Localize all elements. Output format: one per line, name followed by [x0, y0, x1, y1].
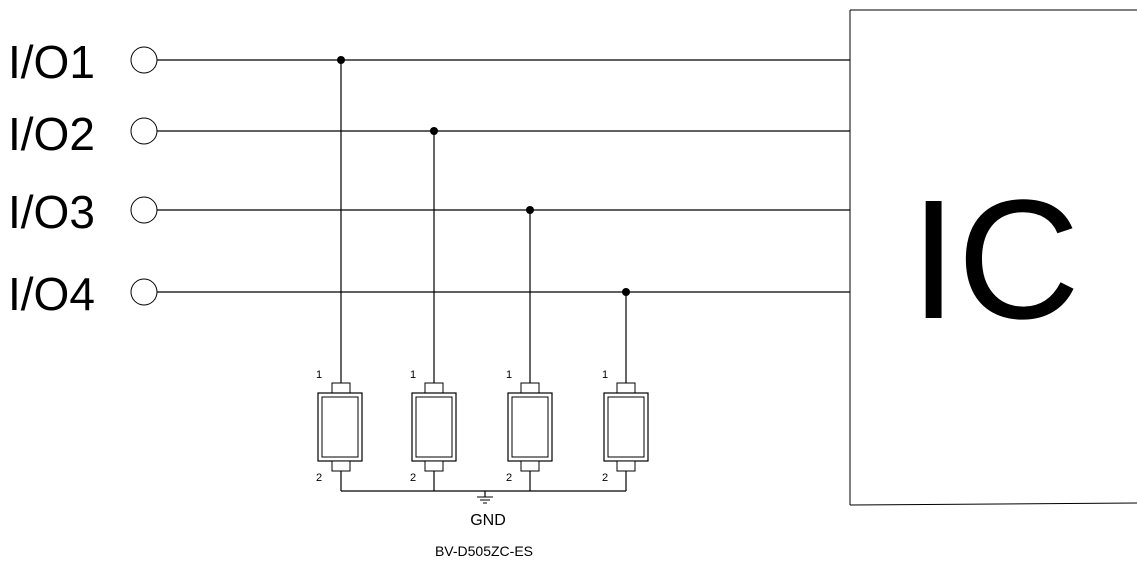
- pin-number-bottom: 2: [316, 472, 322, 484]
- io-terminal-1: [130, 46, 158, 74]
- pin-number-top: 1: [316, 369, 322, 381]
- io-line-4: I/O4: [8, 268, 850, 383]
- pin-number-top: 1: [410, 369, 416, 381]
- pin-number-bottom: 2: [506, 472, 512, 484]
- io-line-3: I/O3: [8, 186, 850, 383]
- diode-package-3: 1 2: [506, 369, 553, 491]
- ground-icon: [477, 496, 493, 504]
- gnd-label: GND: [470, 512, 506, 529]
- io-label-1: I/O1: [8, 36, 95, 88]
- diode-package-4: 1 2: [602, 369, 649, 491]
- diode-package-2: 1 2: [410, 369, 457, 491]
- ic-block: IC: [849, 9, 1137, 506]
- io-label-2: I/O2: [8, 108, 95, 160]
- diode-package-1: 1 2: [316, 369, 363, 491]
- io-terminal-4: [130, 278, 158, 306]
- part-number-label: BV-D505ZC-ES: [435, 543, 533, 559]
- ic-label: IC: [910, 165, 1080, 355]
- io-label-3: I/O3: [8, 186, 95, 238]
- pin-number-top: 1: [602, 369, 608, 381]
- pin-number-bottom: 2: [602, 472, 608, 484]
- io-terminal-3: [130, 196, 158, 224]
- io-line-2: I/O2: [8, 108, 850, 383]
- io-label-4: I/O4: [8, 268, 95, 320]
- pin-number-bottom: 2: [410, 472, 416, 484]
- pin-number-top: 1: [506, 369, 512, 381]
- io-terminal-2: [130, 117, 158, 145]
- ground-bus: GND: [341, 490, 626, 529]
- io-line-1: I/O1: [8, 36, 850, 383]
